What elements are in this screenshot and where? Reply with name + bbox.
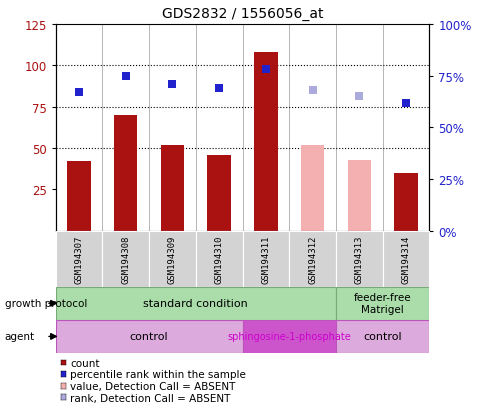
Bar [56, 231, 102, 287]
Text: GSM194313: GSM194313 [354, 235, 363, 283]
Text: control: control [130, 332, 168, 342]
Text: agent: agent [5, 332, 35, 342]
Bar [242, 231, 288, 287]
Bar [288, 231, 335, 287]
Bar [300, 145, 323, 231]
Text: GSM194309: GSM194309 [167, 235, 177, 283]
Text: GSM194314: GSM194314 [401, 235, 409, 283]
Text: sphingosine-1-phosphate: sphingosine-1-phosphate [227, 332, 350, 342]
Bar [56, 320, 242, 353]
Title: GDS2832 / 1556056_at: GDS2832 / 1556056_at [162, 7, 322, 21]
Text: count: count [70, 358, 100, 368]
Bar [335, 287, 428, 320]
Text: value, Detection Call = ABSENT: value, Detection Call = ABSENT [70, 381, 235, 391]
Bar [161, 145, 184, 231]
Text: GSM194308: GSM194308 [121, 235, 130, 283]
Text: feeder-free
Matrigel: feeder-free Matrigel [353, 293, 410, 314]
Text: GSM194310: GSM194310 [214, 235, 223, 283]
Text: growth protocol: growth protocol [5, 299, 87, 309]
Bar [196, 231, 242, 287]
Text: percentile rank within the sample: percentile rank within the sample [70, 370, 246, 380]
Bar [149, 231, 196, 287]
Bar [254, 53, 277, 231]
Bar [102, 231, 149, 287]
Text: GSM194311: GSM194311 [261, 235, 270, 283]
Bar [347, 160, 370, 231]
Bar [335, 231, 382, 287]
Text: control: control [363, 332, 401, 342]
Bar [207, 155, 230, 231]
Bar [335, 320, 428, 353]
Bar [242, 320, 335, 353]
Bar [56, 287, 335, 320]
Text: rank, Detection Call = ABSENT: rank, Detection Call = ABSENT [70, 393, 230, 403]
Bar [114, 116, 137, 231]
Bar [382, 231, 428, 287]
Text: standard condition: standard condition [143, 299, 248, 309]
Bar [67, 162, 91, 231]
Text: GSM194307: GSM194307 [75, 235, 83, 283]
Bar [393, 173, 417, 231]
Text: GSM194312: GSM194312 [307, 235, 317, 283]
